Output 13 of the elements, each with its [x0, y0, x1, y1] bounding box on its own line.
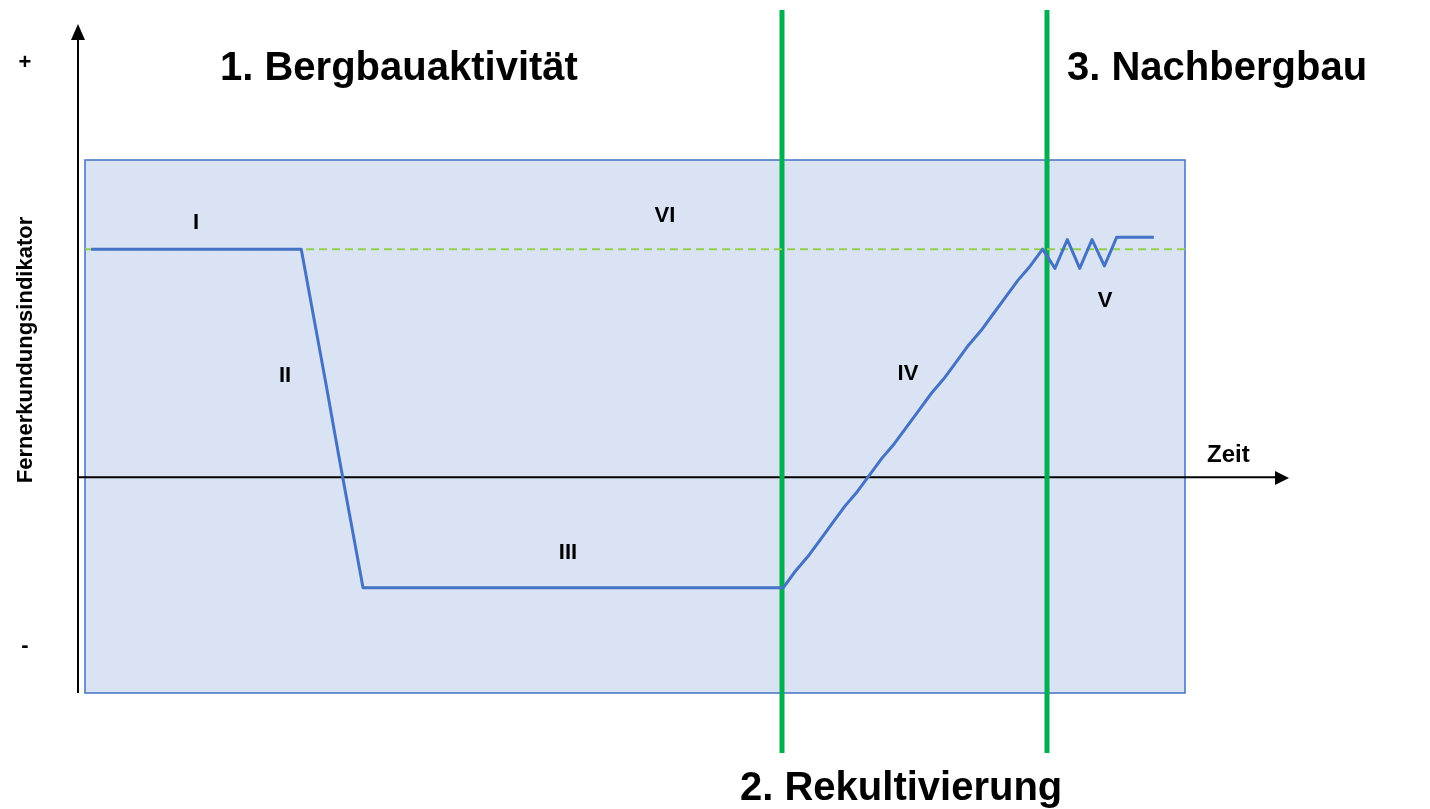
text: 1. Bergbauaktivität: [220, 44, 578, 88]
x-axis-title: Zeit: [1207, 440, 1250, 467]
annotation: IV: [897, 360, 919, 385]
y-axis-title: Fernerkundungsindikator: [12, 216, 37, 484]
text: VI: [654, 202, 676, 227]
text: 3. Nachbergbau: [1067, 44, 1368, 88]
text: 2. Rekultivierung: [740, 764, 1063, 808]
annotation: V: [1097, 287, 1113, 312]
annotation: II: [278, 362, 292, 387]
text: +: [18, 49, 32, 74]
annotation: III: [558, 539, 578, 564]
text: -: [21, 632, 29, 657]
text: I: [192, 209, 200, 234]
